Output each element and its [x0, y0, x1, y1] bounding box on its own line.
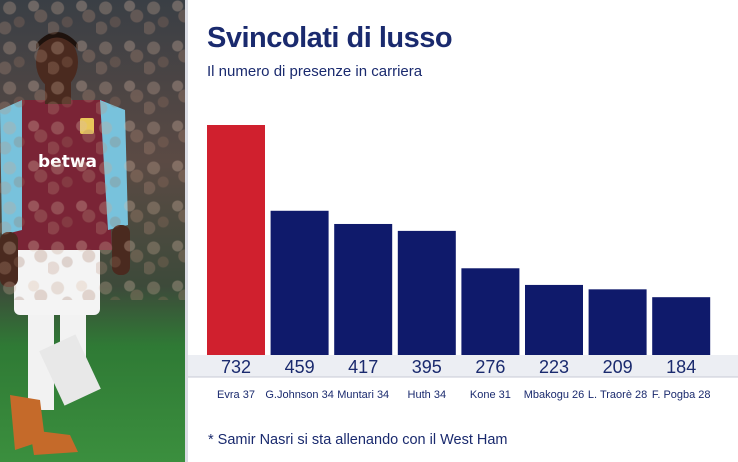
svg-text:betwa: betwa — [38, 152, 97, 172]
bar — [270, 210, 329, 355]
bar — [525, 284, 583, 355]
category-label: Kone 31 — [470, 389, 511, 401]
player-photo: betwa — [0, 0, 185, 462]
category-label: F. Pogba 28 — [652, 389, 711, 401]
player-illustration: betwa — [0, 32, 130, 455]
value-label: 209 — [603, 357, 633, 377]
value-label: 395 — [412, 357, 442, 377]
bar — [207, 125, 265, 355]
category-label: Evra 37 — [217, 389, 255, 401]
category-label: G.Johnson 34 — [265, 389, 334, 401]
value-label: 732 — [221, 357, 251, 377]
bar — [588, 289, 647, 355]
bar — [397, 230, 456, 355]
chart-subtitle: Il numero di presenze in carriera — [207, 63, 423, 80]
category-label: Muntari 34 — [337, 389, 389, 401]
chart-title: Svincolati di lusso — [207, 22, 453, 54]
value-label: 459 — [285, 357, 315, 377]
stadium-crowd-background — [0, 0, 185, 300]
category-label: L. Traorè 28 — [588, 389, 647, 401]
value-label: 276 — [475, 357, 505, 377]
bar — [461, 268, 520, 355]
value-label: 184 — [666, 357, 696, 377]
value-band — [188, 355, 738, 377]
value-label: 223 — [539, 357, 569, 377]
value-label: 417 — [348, 357, 378, 377]
bar — [652, 297, 711, 355]
category-label: Huth 34 — [408, 389, 447, 401]
footnote: * Samir Nasri si sta allenando con il We… — [208, 432, 508, 448]
bar — [334, 223, 393, 355]
category-label: Mbakogu 26 — [524, 389, 585, 401]
panel-divider — [185, 0, 188, 462]
